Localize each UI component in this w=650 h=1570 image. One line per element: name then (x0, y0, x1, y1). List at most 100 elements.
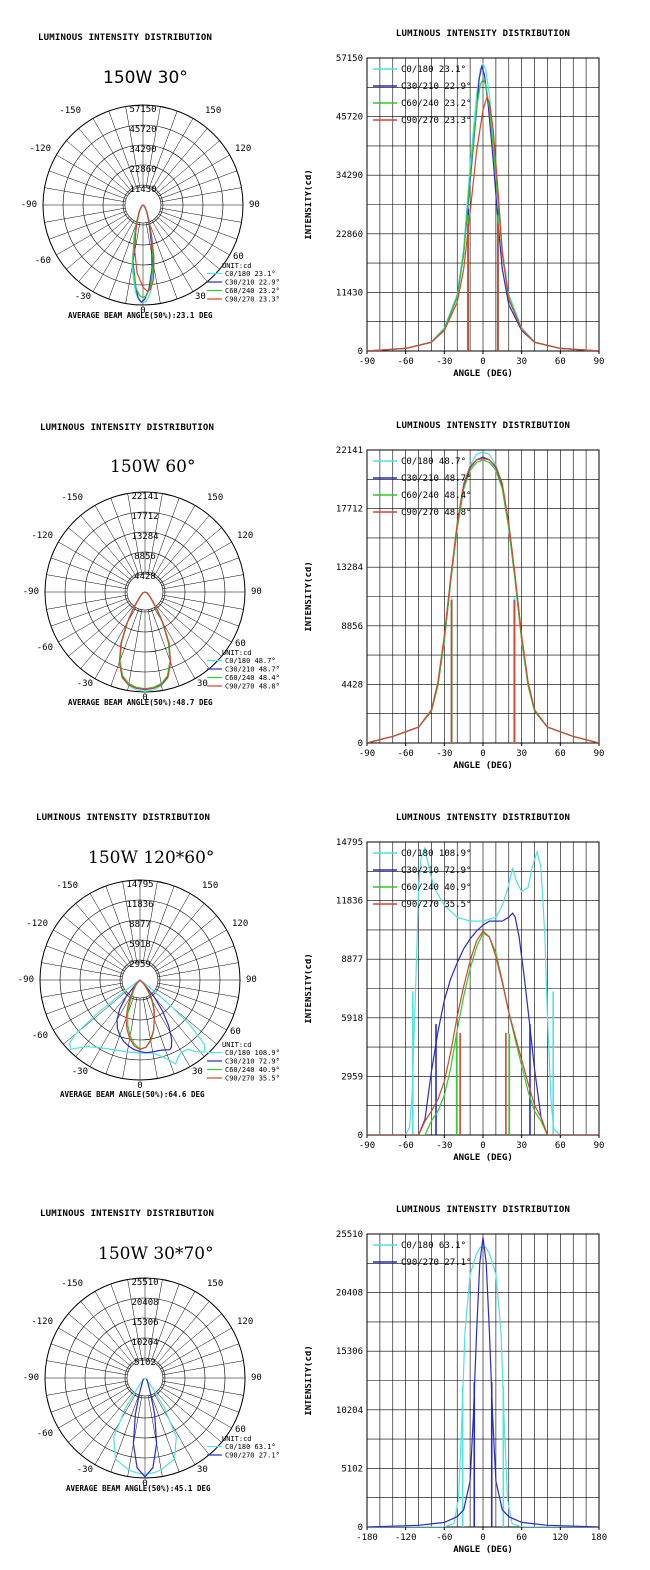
polar-spoke (156, 1391, 210, 1455)
x-tick-label: 30 (516, 749, 527, 759)
polar-spoke (161, 557, 240, 587)
polar-ring-label: 11836 (126, 900, 153, 910)
polar-spoke (158, 154, 230, 197)
y-tick-label: 5918 (341, 1014, 363, 1024)
plot-area (366, 449, 600, 746)
polar-spoke (58, 600, 130, 643)
y-tick-label: 17712 (336, 505, 363, 515)
polar-spoke (147, 1279, 163, 1361)
series-group (367, 845, 599, 1135)
x-tick-label: -180 (356, 1533, 378, 1543)
polar-spoke (68, 603, 132, 657)
polar-angle-label: 0 (142, 693, 147, 703)
x-axis-label: ANGLE (DEG) (453, 1153, 513, 1163)
plot-area (366, 1233, 600, 1530)
x-axis-label: ANGLE (DEG) (453, 369, 513, 379)
polar-ring-label: 11430 (129, 185, 156, 195)
polar-spoke (66, 216, 130, 270)
polar-unit: UNIT:cd (222, 1041, 252, 1049)
polar-legend-item: C60/240 48.4° (225, 674, 280, 682)
polar-angle-label: -30 (72, 1067, 88, 1077)
polar-spoke (148, 221, 178, 300)
polar-spoke (68, 527, 132, 581)
polar-spoke (158, 1313, 222, 1367)
x-tick-label: 0 (480, 1141, 485, 1151)
x-tick-label: -60 (398, 749, 414, 759)
polar-angle-label: 120 (235, 144, 251, 154)
y-tick-label: 22860 (336, 230, 363, 240)
y-axis-label: INTENSITY(cd) (305, 169, 314, 239)
polar-spoke (44, 207, 126, 223)
polar-spoke (110, 608, 140, 687)
polar-angle-label: -120 (31, 1317, 53, 1327)
polar-spoke (154, 218, 208, 282)
chart-title: LUMINOUS INTENSITY DISTRIBUTION (396, 813, 570, 823)
polar-spoke (160, 600, 232, 643)
x-tick-label: 60 (555, 1141, 566, 1151)
model-label: 150W 30*70° (98, 1244, 214, 1264)
polar-spoke (63, 915, 127, 969)
polar-legend-item: C0/180 48.7° (225, 657, 276, 665)
polar-spoke (50, 557, 129, 587)
polar-spoke (151, 118, 194, 190)
y-axis-label: INTENSITY(cd) (305, 953, 314, 1023)
legend-item: C0/180 48.7° (401, 457, 466, 467)
y-tick-label: 0 (358, 347, 363, 357)
polar-header: LUMINOUS INTENSITY DISTRIBUTION (36, 813, 210, 823)
polar-spoke (110, 1283, 140, 1362)
polar-ring-label: 10204 (131, 1338, 158, 1348)
chart-title: LUMINOUS INTENSITY DISTRIBUTION (396, 421, 570, 431)
polar-spoke (156, 515, 210, 579)
polar-spoke (147, 1395, 163, 1477)
polar-spoke (160, 187, 242, 203)
polar-spoke (150, 608, 180, 687)
polar-angle-label: 150 (207, 493, 223, 503)
y-tick-label: 2959 (341, 1072, 363, 1082)
chart-section-1: LUMINOUS INTENSITY DISTRIBUTION 150W 30° 5… (0, 0, 650, 392)
polar-ring-label: 4428 (134, 572, 156, 582)
y-tick-label: 14795 (336, 838, 363, 848)
polar-angle-label: -150 (61, 493, 83, 503)
polar-spoke (148, 893, 191, 965)
legend-item: C30/210 72.9° (401, 866, 471, 876)
polar-angle-label: -90 (23, 1373, 39, 1383)
polar-angle-label: -30 (75, 292, 91, 302)
polar-legend-item: C60/240 40.9° (225, 1066, 280, 1074)
x-tick-label: 0 (480, 749, 485, 759)
x-tick-label: -60 (398, 357, 414, 367)
series-line (367, 95, 599, 351)
legend-item: C0/180 63.1° (401, 1241, 466, 1251)
beam-angle-label: AVERAGE BEAM ANGLE(50%):48.7 DEG (68, 698, 213, 707)
polar-series-curve (118, 591, 172, 690)
series-line (367, 1244, 599, 1527)
x-tick-label: -90 (359, 1141, 375, 1151)
polar-angle-label: 0 (140, 306, 145, 316)
polar-spoke (148, 110, 178, 189)
legend-item: C90/270 48.8° (401, 508, 471, 518)
polar-spoke (58, 541, 130, 584)
x-tick-label: -90 (359, 357, 375, 367)
polar-spoke (46, 1360, 128, 1376)
y-tick-label: 45720 (336, 113, 363, 123)
polar-spoke (151, 993, 205, 1057)
polar-spoke (160, 207, 242, 223)
polar-spoke (161, 1383, 240, 1413)
polar-spoke (46, 594, 128, 610)
polar-spoke (156, 945, 235, 975)
polar-ring-label: 25510 (131, 1278, 158, 1288)
x-axis-label: ANGLE (DEG) (453, 761, 513, 771)
polar-spoke (156, 605, 210, 669)
polar-angle-label: 30 (197, 679, 208, 689)
y-tick-label: 11430 (336, 288, 363, 298)
polar-spoke (56, 213, 128, 256)
polar-legend-item: C90/270 48.8° (225, 683, 280, 691)
y-tick-label: 0 (358, 1131, 363, 1141)
polar-spoke (157, 962, 239, 978)
polar-unit: UNIT:cd (222, 1435, 252, 1443)
polar-angle-label: 60 (235, 639, 246, 649)
polar-spoke (68, 1389, 132, 1443)
legend-item: C90/270 27.1° (401, 1258, 471, 1268)
chart-title: LUMINOUS INTENSITY DISTRIBUTION (396, 1205, 570, 1215)
polar-angle-label: -120 (31, 531, 53, 541)
polar-spoke (161, 1343, 240, 1373)
